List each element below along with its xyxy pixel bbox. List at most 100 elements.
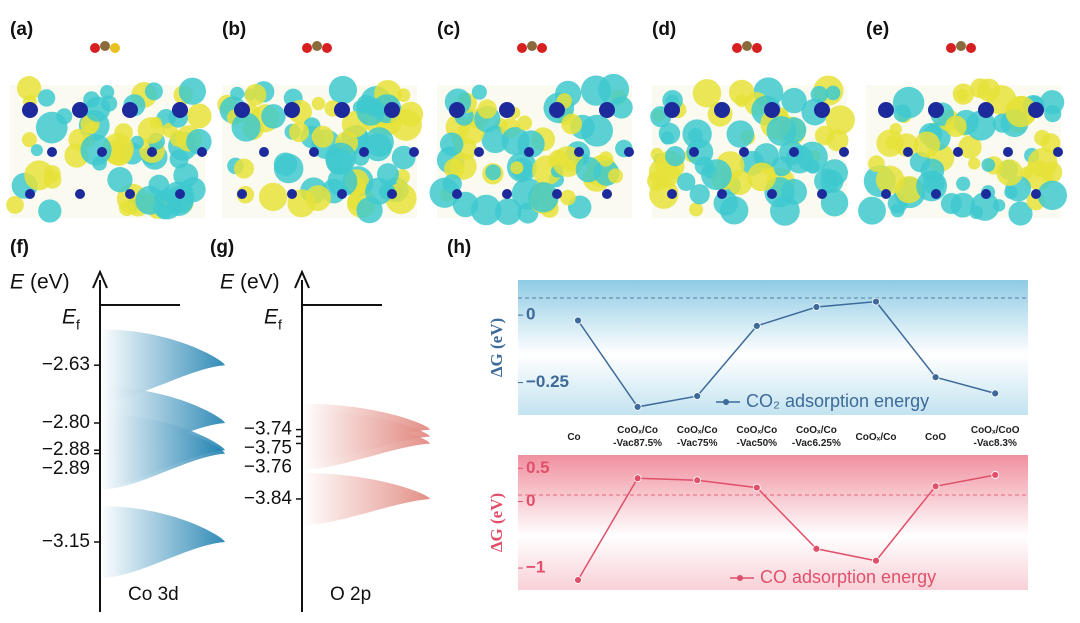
density-blob	[442, 174, 462, 194]
density-blob	[956, 176, 971, 191]
density-blob	[130, 135, 144, 150]
density-blob	[311, 96, 326, 111]
y-axis-label: ΔG (eV)	[487, 493, 506, 552]
plot-bg	[518, 280, 1028, 415]
density-blob	[735, 94, 749, 108]
data-point	[633, 402, 642, 411]
density-blob	[470, 194, 502, 226]
atom	[981, 189, 991, 199]
density-blob	[970, 78, 991, 99]
atom	[499, 102, 515, 118]
density-blob	[494, 198, 522, 225]
density-blob	[660, 131, 674, 145]
density-blob	[892, 86, 925, 119]
x-tick-label: CoOₓ/Co -Vac6.25%	[791, 425, 841, 449]
density-blob	[996, 159, 1023, 186]
level-label: −2.89	[42, 458, 90, 479]
density-blob	[35, 111, 68, 144]
density-blob	[575, 156, 602, 183]
molecule-atom	[956, 41, 966, 51]
dos-lobe	[302, 417, 430, 470]
density-blob	[83, 91, 100, 108]
level-label: −3.75	[244, 438, 292, 459]
atom	[953, 147, 963, 157]
data-point	[872, 297, 880, 306]
density-blob	[501, 126, 530, 156]
atom	[978, 102, 994, 118]
atom	[1028, 102, 1044, 118]
atom	[1003, 147, 1013, 157]
orbital-name: O 2p	[330, 584, 371, 605]
density-blob	[826, 129, 849, 152]
density-blob	[1005, 95, 1037, 128]
density-blob	[726, 120, 755, 148]
fermi-subscript: f	[76, 317, 80, 333]
legend-label: CO adsorption energy	[760, 567, 936, 587]
atom	[234, 102, 250, 118]
y-tick-label: 0.5	[526, 458, 550, 477]
density-blob	[1039, 90, 1065, 115]
panel-label: (b)	[222, 19, 246, 40]
density-blob	[610, 96, 633, 119]
structure-image	[647, 41, 855, 226]
density-blob	[169, 130, 187, 147]
atom	[931, 189, 941, 199]
axis-arrow	[294, 269, 310, 289]
data-point	[931, 482, 940, 491]
density-blob	[780, 178, 807, 205]
density-blob	[868, 155, 885, 173]
atom	[72, 102, 88, 118]
density-blob	[560, 189, 576, 206]
density-blob	[180, 177, 206, 203]
x-tick-label: CoOₓ/Co	[855, 431, 897, 443]
density-blob	[689, 202, 704, 217]
atom	[599, 102, 615, 118]
density-blob	[231, 112, 261, 142]
data-point	[574, 316, 582, 325]
data-point	[752, 483, 761, 492]
density-blob	[825, 105, 855, 135]
density-blob	[665, 146, 686, 167]
atom	[881, 189, 891, 199]
panel-label: (d)	[652, 19, 676, 40]
atom	[839, 147, 849, 157]
data-point	[633, 474, 642, 483]
level-label: −2.88	[42, 439, 90, 460]
data-point	[872, 556, 880, 565]
atom	[552, 189, 562, 199]
molecule-atom	[322, 43, 332, 53]
density-blob	[178, 77, 207, 105]
axis-unit: (eV)	[240, 271, 280, 294]
atom	[714, 102, 730, 118]
y-tick-label: −0.25	[526, 372, 569, 391]
orbital-name: Co 3d	[128, 584, 179, 605]
atom	[574, 147, 584, 157]
axis-symbol: E	[10, 271, 25, 294]
density-blob	[85, 121, 98, 134]
molecule-atom	[527, 41, 537, 51]
x-tick-label: Co	[567, 431, 581, 443]
atom	[359, 147, 369, 157]
density-blob	[875, 165, 905, 195]
density-blob	[485, 164, 502, 181]
atom	[903, 147, 913, 157]
data-point	[693, 476, 702, 485]
atom	[97, 147, 107, 157]
panel-label: (a)	[10, 19, 33, 40]
atom	[409, 147, 419, 157]
legend-marker	[737, 575, 743, 581]
atom	[549, 102, 565, 118]
structure-image	[6, 41, 212, 223]
density-blob	[16, 76, 42, 101]
atom	[1031, 189, 1041, 199]
density-blob	[650, 147, 664, 161]
molecule-atom	[946, 43, 956, 53]
level-label: −3.74	[244, 419, 293, 440]
density-blob	[1027, 147, 1058, 178]
dos-lobe	[100, 417, 225, 490]
density-blob	[689, 184, 710, 205]
molecule-atom	[312, 41, 322, 51]
density-blob	[677, 172, 696, 192]
